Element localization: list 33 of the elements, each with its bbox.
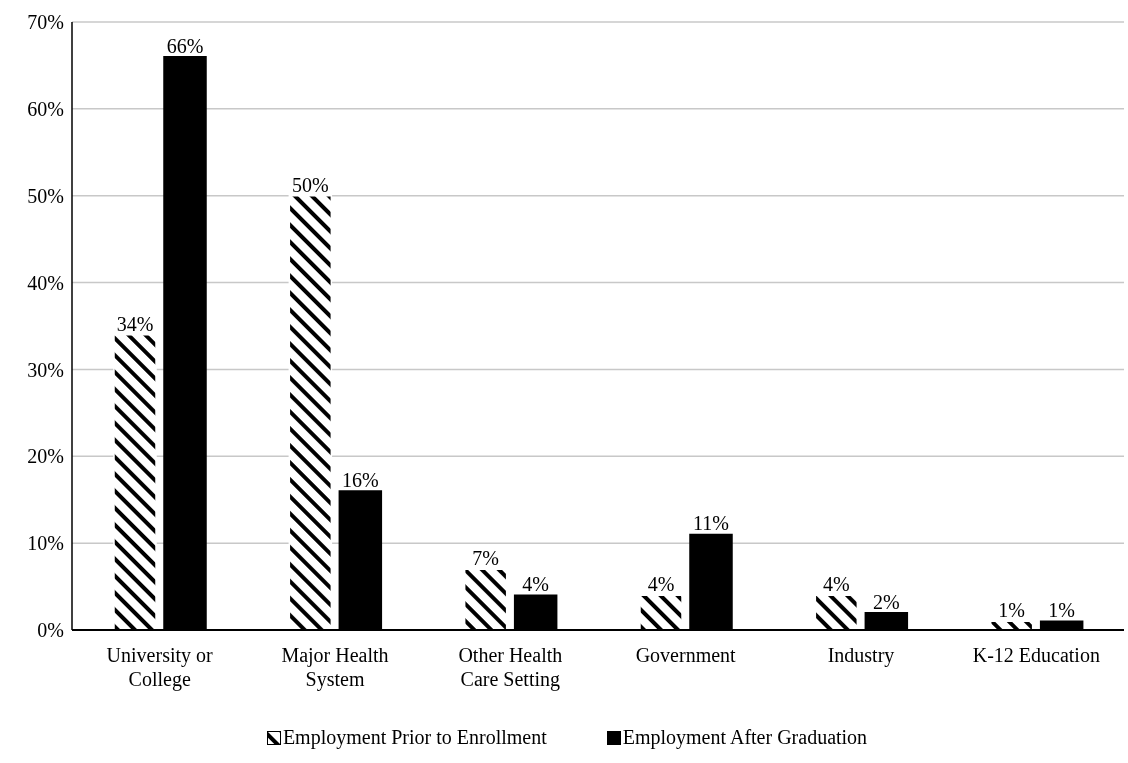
data-label: 4% [522, 573, 549, 596]
x-tick-label: Industry [827, 644, 895, 667]
data-label: 4% [647, 573, 675, 596]
x-tick-label: Other Health Care Setting [458, 644, 563, 691]
bar [463, 568, 508, 630]
y-tick-label: 30% [27, 358, 64, 381]
legend-label: Employment After Graduation [621, 726, 868, 749]
bar [814, 594, 859, 630]
data-label: 2% [873, 590, 900, 613]
x-tick-label: Government [635, 644, 737, 666]
y-tick-label: 60% [27, 97, 64, 120]
data-label: 16% [342, 469, 379, 492]
x-tick-label: Major Health System [281, 644, 389, 691]
y-tick-label: 70% [27, 11, 64, 34]
y-tick-label: 50% [27, 184, 64, 207]
y-tick-label: 20% [27, 445, 64, 468]
y-tick-label: 0% [37, 619, 64, 642]
data-label: 1% [998, 599, 1025, 622]
data-label: 7% [472, 547, 499, 570]
data-label: 50% [292, 173, 329, 196]
data-label: 1% [1048, 599, 1075, 622]
data-label: 34% [116, 312, 154, 335]
bar [639, 594, 683, 630]
data-label: 4% [823, 573, 850, 596]
x-tick-label: K-12 Education [972, 644, 1100, 666]
bar [113, 333, 157, 630]
x-tick-label: University or College [106, 644, 214, 691]
y-tick-label: 10% [27, 532, 64, 555]
data-label: 66% [166, 34, 204, 57]
data-label: 11% [693, 512, 729, 535]
y-tick-label: 40% [27, 271, 64, 294]
bar [288, 194, 333, 630]
legend-label: Employment Prior to Enrollment [281, 726, 547, 749]
